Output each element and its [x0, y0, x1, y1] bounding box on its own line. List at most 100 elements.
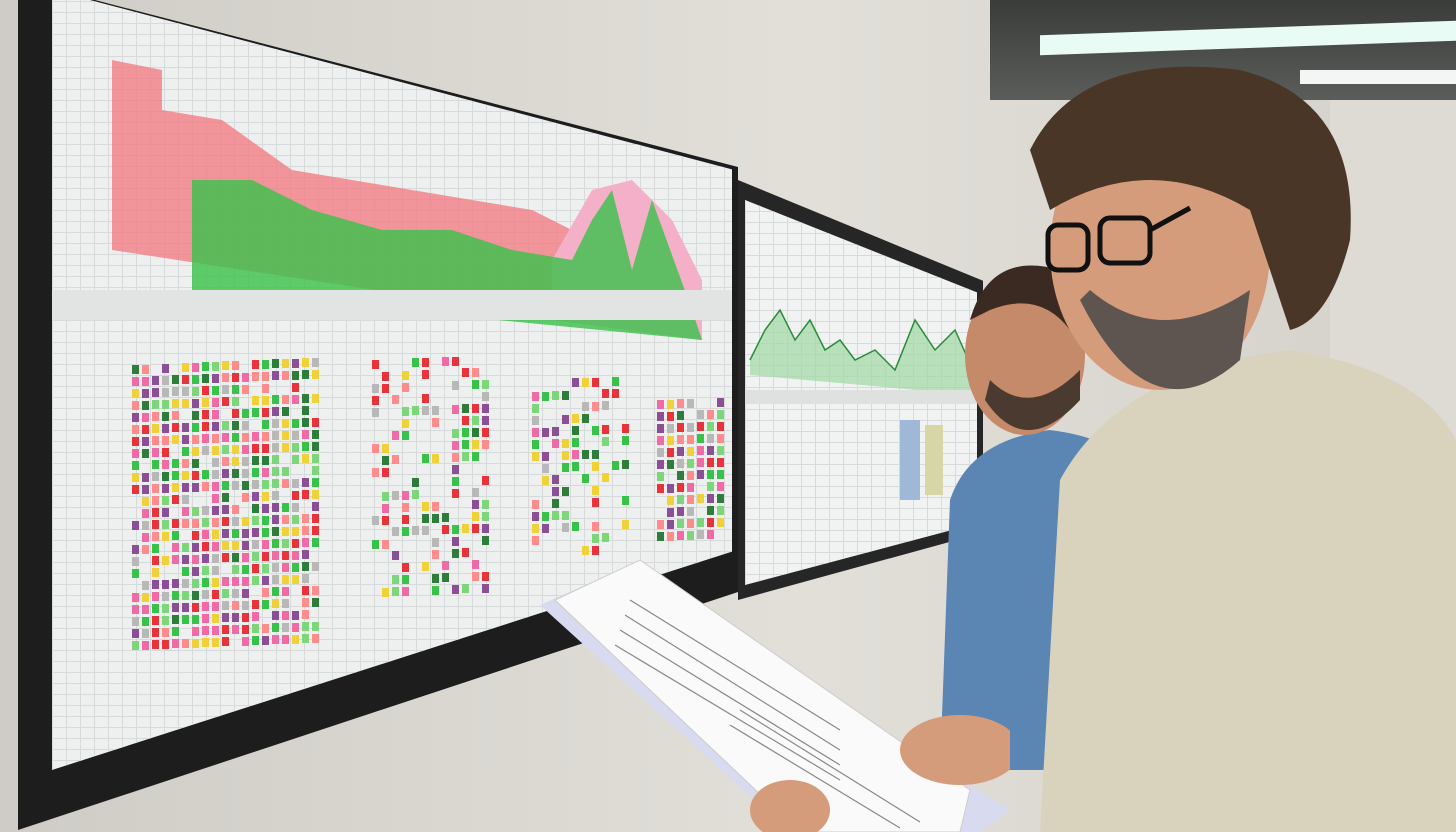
heatmap-cell: [162, 531, 169, 541]
heatmap-cell: [232, 553, 239, 562]
heatmap-cell: [592, 545, 599, 555]
heatmap-cell: [677, 531, 684, 541]
heatmap-cell: [272, 395, 279, 405]
heatmap-cell: [212, 541, 219, 551]
heatmap-cell: [592, 449, 599, 459]
heatmap-cell: [657, 460, 664, 469]
heatmap-cell: [312, 453, 319, 463]
heatmap-cell: [182, 543, 189, 552]
heatmap-cell: [242, 552, 249, 562]
heatmap-cell: [242, 420, 249, 430]
heatmap-cell: [152, 376, 159, 386]
heatmap-cell: [472, 440, 479, 449]
heatmap-cell: [142, 364, 149, 374]
heatmap-cell: [202, 638, 209, 648]
heatmap-cell: [162, 627, 169, 637]
heatmap-cell: [202, 422, 209, 432]
heatmap-cell: [172, 615, 179, 625]
heatmap-cell: [182, 495, 189, 504]
heatmap-cell: [707, 494, 714, 503]
heatmap-cell: [192, 398, 199, 408]
heatmap-cell: [242, 516, 249, 526]
heatmap-cell: [282, 527, 289, 536]
heatmap-cell: [592, 425, 599, 435]
heatmap-cell: [142, 436, 149, 446]
heatmap-cell: [162, 423, 169, 433]
heatmap-cell: [462, 368, 469, 378]
heatmap-cell: [532, 416, 539, 425]
heatmap-cell: [132, 377, 139, 386]
heatmap-cell: [472, 416, 479, 425]
heatmap-cell: [532, 500, 539, 509]
heatmap-cell: [182, 507, 189, 516]
heatmap-cell: [202, 482, 209, 492]
heatmap-cell: [262, 455, 269, 465]
heatmap-cell: [242, 576, 249, 586]
heatmap-cell: [432, 405, 439, 415]
heatmap-cell: [697, 470, 704, 480]
heatmap-cell: [272, 587, 279, 597]
heatmap-cell: [717, 517, 724, 527]
heatmap-cell: [382, 503, 389, 513]
heatmap-cell: [132, 389, 139, 398]
heatmap-cell: [412, 478, 419, 488]
heatmap-cell: [562, 522, 569, 532]
heatmap-cell: [182, 363, 189, 372]
heatmap-cell: [687, 398, 694, 408]
heatmap-cell: [162, 507, 169, 517]
heatmap-cell: [697, 410, 704, 420]
heatmap-cell: [302, 514, 309, 524]
heatmap-cell: [242, 384, 249, 394]
heatmap-cell: [142, 544, 149, 554]
heatmap-cell: [717, 457, 724, 467]
man-glasses-cream-sweater: [1030, 66, 1456, 832]
heatmap-cell: [212, 433, 219, 443]
heatmap-cell: [212, 385, 219, 395]
heatmap-cell: [472, 512, 479, 521]
heatmap-cell: [222, 601, 229, 611]
heatmap-cell: [302, 622, 309, 632]
heatmap-cell: [202, 410, 209, 420]
heatmap-cell: [532, 452, 539, 461]
heatmap-cell: [402, 418, 409, 428]
heatmap-cell: [442, 573, 449, 583]
document-text-lines: [614, 599, 921, 829]
heatmap-cell: [172, 459, 179, 469]
heatmap-cell: [132, 461, 139, 470]
heatmap-cell: [192, 410, 199, 420]
heatmap-cell: [252, 516, 259, 526]
heatmap-cell: [532, 536, 539, 545]
heatmap-cell: [312, 561, 319, 571]
hand: [750, 780, 830, 832]
heatmap-cell: [422, 454, 429, 463]
heatmap-cell: [272, 407, 279, 417]
heatmap-cell: [657, 520, 664, 529]
heatmap-cell: [202, 470, 209, 480]
heatmap-cell: [282, 395, 289, 404]
heatmap-cell: [442, 525, 449, 535]
heatmap-cell: [657, 424, 664, 433]
heatmap-cell: [202, 362, 209, 372]
heatmap-cell: [152, 496, 159, 506]
heatmap-cell: [182, 555, 189, 564]
heatmap-cell: [452, 536, 459, 546]
heatmap-cell: [707, 410, 714, 419]
heatmap-cell: [677, 495, 684, 505]
heatmap-cell: [272, 443, 279, 453]
heatmap-cell: [252, 372, 259, 382]
heatmap-cell: [402, 430, 409, 440]
heatmap-cell: [687, 482, 694, 492]
heatmap-cell: [312, 537, 319, 547]
heatmap-cell: [677, 399, 684, 409]
heatmap-cell: [677, 423, 684, 433]
heatmap-cell: [707, 506, 714, 515]
heatmap-cell: [707, 470, 714, 479]
heatmap-cell: [572, 522, 579, 532]
heatmap-cell: [482, 511, 489, 521]
heatmap-cell: [302, 538, 309, 548]
heatmap-cell: [592, 485, 599, 495]
heatmap-cell: [232, 601, 239, 610]
heatmap-cell: [272, 371, 279, 381]
heatmap-cell: [142, 496, 149, 506]
heatmap-cell: [292, 370, 299, 380]
